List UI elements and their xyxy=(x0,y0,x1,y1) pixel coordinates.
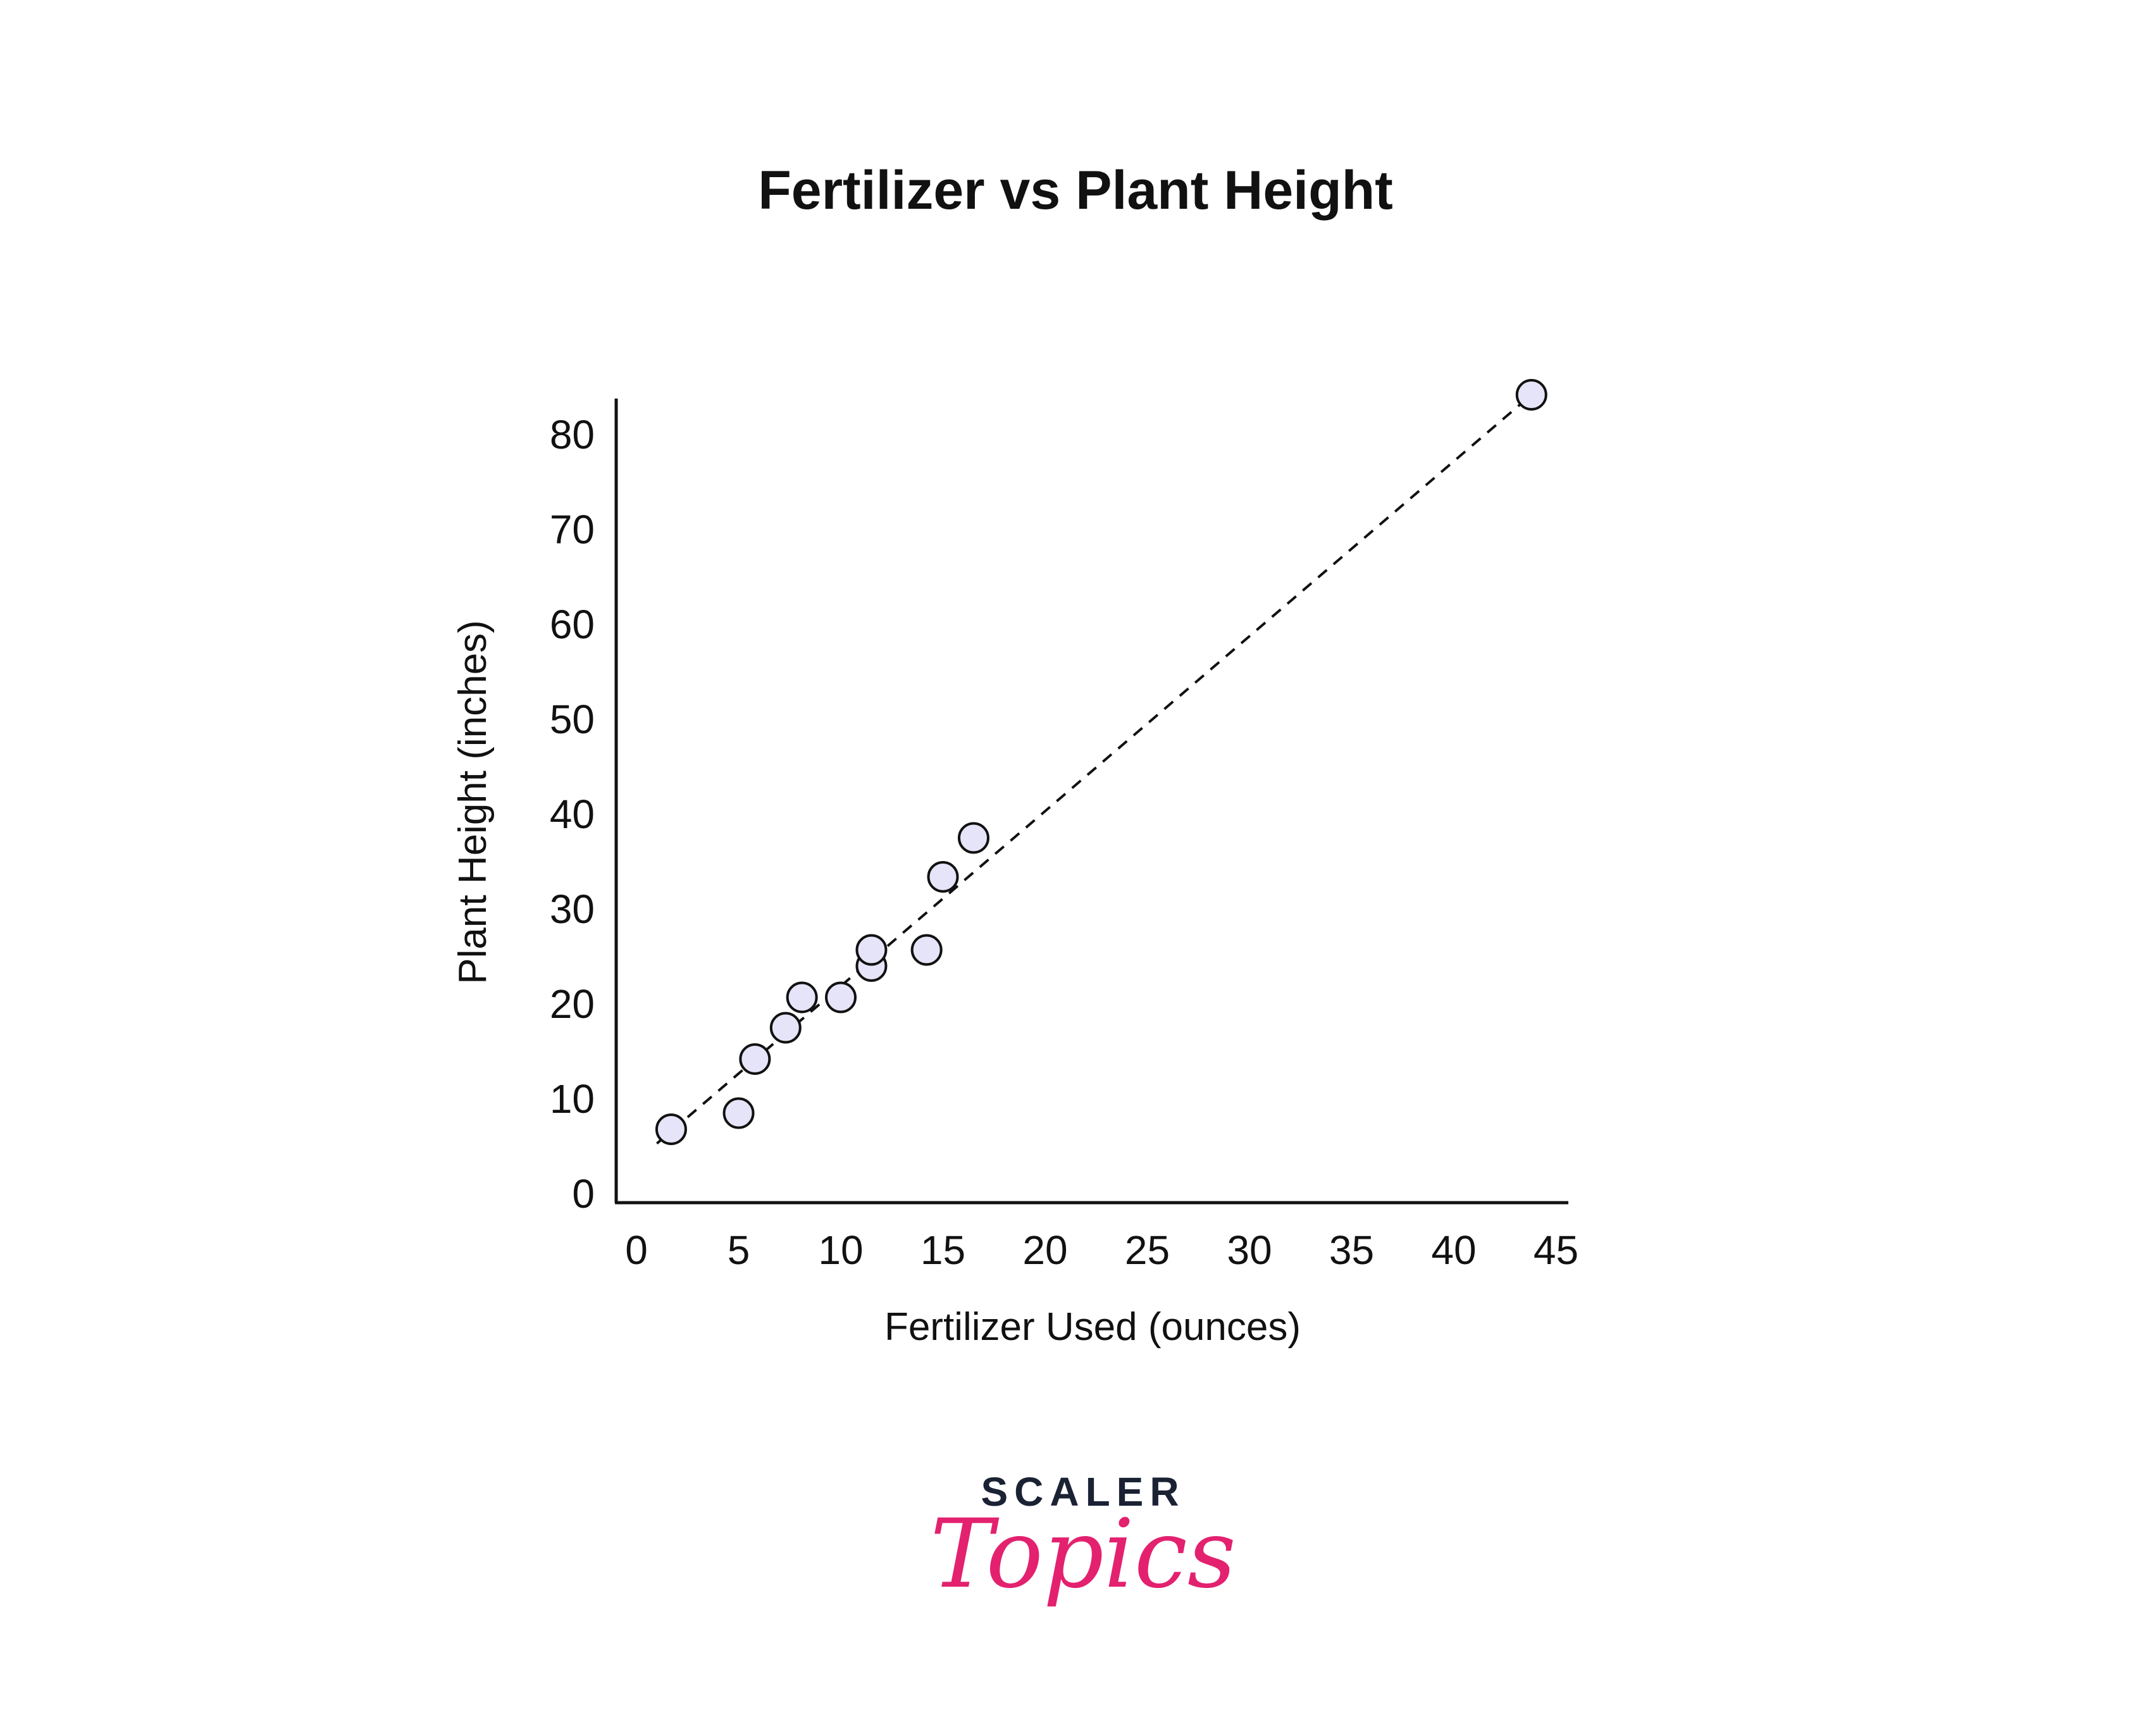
x-tick-label: 30 xyxy=(1227,1227,1272,1273)
data-point xyxy=(910,934,943,966)
chart-title: Fertilizer vs Plant Height xyxy=(758,160,1393,221)
data-point xyxy=(655,1113,687,1145)
data-point xyxy=(769,1012,802,1044)
data-point xyxy=(825,981,857,1014)
scaler-topics-logo: SCALER Topics xyxy=(930,1469,1236,1609)
plot-area: 0 10 20 30 40 50 60 70 80 0 5 10 15 20 25 30 35 40 45 xyxy=(550,379,1578,1273)
x-tick-labels: 0 5 10 15 20 25 30 35 40 45 xyxy=(625,1227,1578,1273)
data-points xyxy=(655,379,1547,1145)
y-tick-label: 30 xyxy=(550,886,595,932)
y-tick-label: 40 xyxy=(550,791,595,837)
data-point xyxy=(1515,379,1547,411)
x-tick-label: 15 xyxy=(921,1227,965,1273)
x-axis-label: Fertilizer Used (ounces) xyxy=(884,1305,1301,1349)
trend-line xyxy=(655,394,1533,1145)
y-tick-label: 60 xyxy=(550,602,595,647)
y-tick-label: 20 xyxy=(550,981,595,1027)
x-tick-label: 25 xyxy=(1125,1227,1170,1273)
x-tick-label: 0 xyxy=(625,1227,648,1273)
data-point xyxy=(957,822,989,854)
y-tick-label: 70 xyxy=(550,507,595,552)
y-tick-label: 0 xyxy=(572,1171,595,1217)
x-tick-label: 5 xyxy=(728,1227,750,1273)
y-tick-labels: 0 10 20 30 40 50 60 70 80 xyxy=(550,412,595,1217)
y-tick-label: 50 xyxy=(550,697,595,742)
x-tick-label: 35 xyxy=(1329,1227,1374,1273)
data-point xyxy=(739,1043,771,1075)
data-point xyxy=(855,934,888,966)
x-tick-label: 20 xyxy=(1022,1227,1067,1273)
x-tick-label: 10 xyxy=(818,1227,863,1273)
data-point xyxy=(927,861,959,893)
x-tick-label: 45 xyxy=(1534,1227,1578,1273)
y-axis-label: Plant Height (inches) xyxy=(451,620,495,984)
logo-scaler-text: SCALER xyxy=(981,1469,1185,1515)
logo-topics-text: Topics xyxy=(930,1499,1236,1609)
y-tick-label: 80 xyxy=(550,412,595,457)
data-point xyxy=(722,1097,755,1129)
y-tick-label: 10 xyxy=(550,1076,595,1122)
x-tick-label: 40 xyxy=(1431,1227,1476,1273)
data-point xyxy=(786,981,818,1014)
